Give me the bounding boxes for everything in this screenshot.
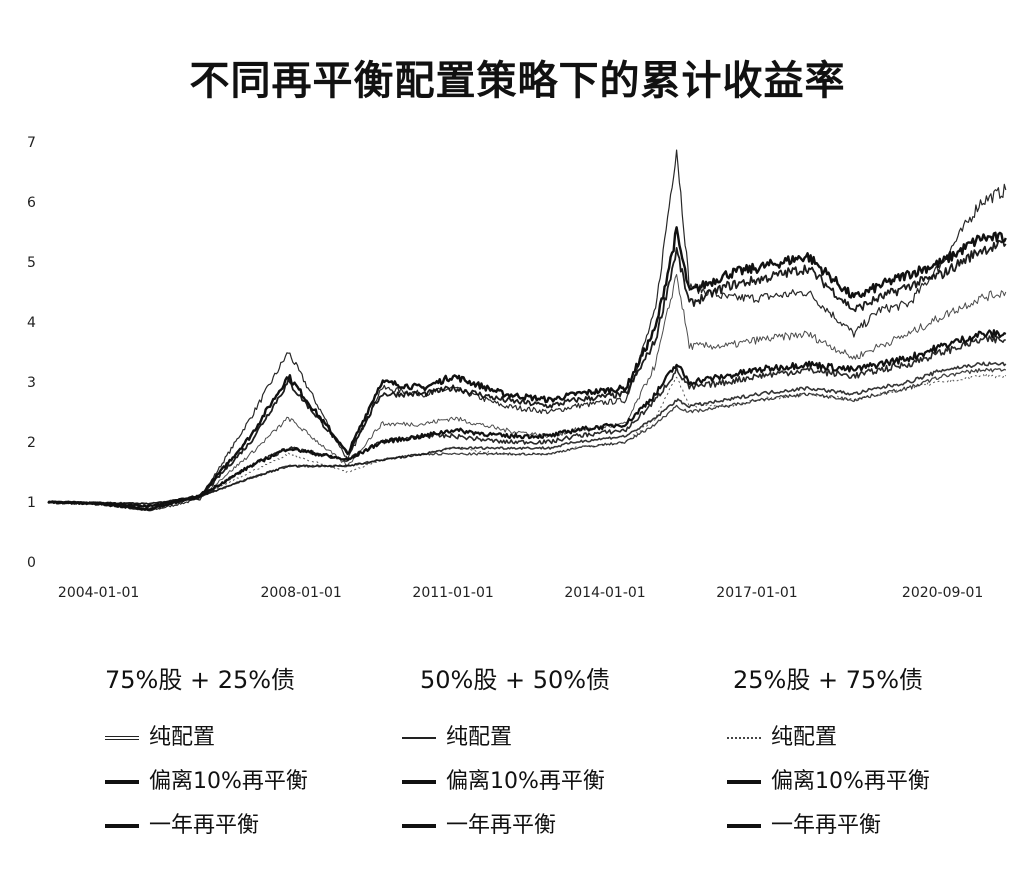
series-lines	[47, 149, 1007, 512]
x-tick-label: 2008-01-01	[260, 585, 341, 601]
x-tick-label: 2004-01-01	[58, 585, 139, 601]
legend-item-label: 纯配置	[771, 725, 838, 750]
y-axis-ticks: 0 1 2 3 4 5 6 7	[27, 135, 36, 571]
legend-swatch	[402, 780, 436, 784]
legend-item-label: 偏离10%再平衡	[771, 769, 930, 794]
legend-group-50-50: 50%股 + 50%债 纯配置 偏离10%再平衡 一年再平衡	[402, 660, 722, 848]
legend-item-label: 纯配置	[149, 725, 216, 750]
legend-item-threshold: 偏离10%再平衡	[402, 760, 722, 804]
legend-item-threshold: 偏离10%再平衡	[105, 760, 425, 804]
legend-item-pure: 纯配置	[402, 716, 722, 760]
legend-item-annual: 一年再平衡	[105, 804, 425, 848]
legend-swatch	[402, 824, 436, 828]
x-tick-label: 2011-01-01	[412, 585, 493, 601]
legend-swatch	[402, 737, 436, 739]
y-tick-label: 5	[27, 255, 36, 271]
y-tick-label: 1	[27, 495, 36, 511]
legend-item-label: 偏离10%再平衡	[446, 769, 605, 794]
x-tick-label: 2020-09-01	[902, 585, 983, 601]
x-axis-ticks: 2004-01-01 2008-01-01 2011-01-01 2014-01-01…	[58, 585, 983, 601]
legend-group-title: 50%股 + 50%债	[420, 666, 611, 694]
y-tick-label: 3	[27, 375, 36, 391]
series-line-1-3	[47, 239, 1007, 511]
legend-item-label: 一年再平衡	[149, 813, 260, 838]
series-line-2-3	[47, 335, 1006, 509]
y-tick-label: 4	[27, 315, 36, 331]
legend-item-label: 一年再平衡	[446, 813, 557, 838]
legend-swatch	[105, 824, 139, 828]
legend-item-pure: 纯配置	[105, 716, 425, 760]
series-line-3-3	[47, 367, 1007, 505]
series-line-1-2	[47, 226, 1007, 511]
y-tick-label: 0	[27, 555, 36, 571]
legend-swatch	[727, 824, 761, 828]
legend-swatch	[727, 780, 761, 784]
series-line-1-1	[47, 149, 1007, 512]
legend-swatch	[105, 736, 139, 740]
legend-item-annual: 一年再平衡	[402, 804, 722, 848]
legend-swatch	[105, 780, 139, 784]
legend-group-75-25: 75%股 + 25%债 纯配置 偏离10%再平衡 一年再平衡	[105, 660, 425, 848]
legend-group-25-75: 25%股 + 75%债 纯配置 偏离10%再平衡 一年再平衡	[727, 660, 1035, 848]
legend-group-title: 25%股 + 75%债	[733, 666, 924, 694]
chart-title: 不同再平衡配置策略下的累计收益率	[189, 58, 846, 104]
legend-item-label: 一年再平衡	[771, 813, 882, 838]
legend-group-title: 75%股 + 25%债	[105, 666, 296, 694]
y-tick-label: 6	[27, 195, 36, 211]
legend-item-pure: 纯配置	[727, 716, 1035, 760]
series-line-2-2	[47, 329, 1007, 508]
legend-item-annual: 一年再平衡	[727, 804, 1035, 848]
legend-item-label: 纯配置	[446, 725, 513, 750]
y-tick-label: 7	[27, 135, 36, 151]
legend-item-label: 偏离10%再平衡	[149, 769, 308, 794]
legend-swatch	[727, 737, 761, 739]
legend-item-threshold: 偏离10%再平衡	[727, 760, 1035, 804]
y-tick-label: 2	[27, 435, 36, 451]
x-tick-label: 2017-01-01	[716, 585, 797, 601]
x-tick-label: 2014-01-01	[564, 585, 645, 601]
